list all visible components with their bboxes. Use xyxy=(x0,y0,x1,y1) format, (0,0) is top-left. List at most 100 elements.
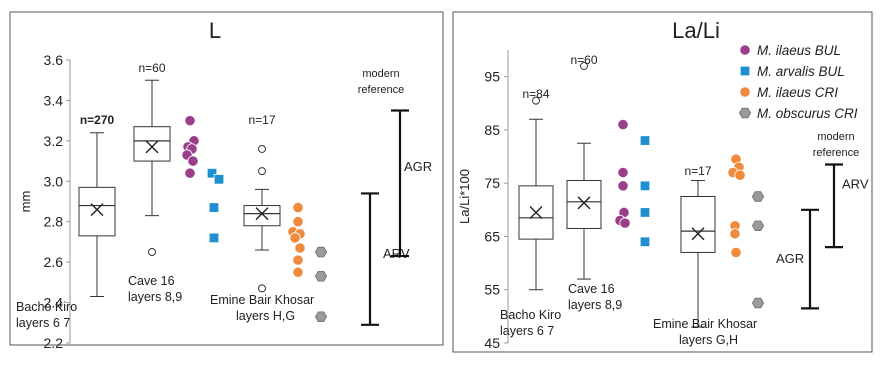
box-group-label-LaLi: layers G,H xyxy=(679,333,738,347)
data-point-LaLi xyxy=(751,220,765,232)
data-point-L xyxy=(208,232,220,244)
box-outlier-L xyxy=(258,167,266,176)
legend-label: M. arvalis BUL xyxy=(757,64,845,79)
y-tick-label-L: 2.2 xyxy=(44,335,64,351)
range-label-L: ARV xyxy=(383,246,410,261)
y-tick-label-LaLi: 85 xyxy=(484,122,500,138)
legend-marker xyxy=(739,86,751,98)
y-tick-label-LaLi: 65 xyxy=(484,228,500,244)
box-rect-LaLi xyxy=(566,180,602,229)
box-outlier-L xyxy=(148,248,156,257)
box-mean-marker-L xyxy=(255,207,269,221)
panel-frame-L xyxy=(9,11,444,346)
box-group-label-LaLi: layers 6 7 xyxy=(500,324,554,338)
box-rect-L xyxy=(78,186,116,237)
data-point-LaLi xyxy=(729,228,741,240)
box-group-label-LaLi: layers 8,9 xyxy=(568,298,622,312)
data-point-LaLi xyxy=(639,207,651,218)
box-outlier-L xyxy=(258,144,266,153)
chart-title-LaLi: La/Li xyxy=(672,18,720,43)
chart-title-L: L xyxy=(209,18,221,43)
data-point-LaLi xyxy=(751,191,765,202)
y-axis-label-LaLi: La/Li*100 xyxy=(457,169,472,224)
reference-label-L: reference xyxy=(358,84,404,96)
box-group-label-L: layers 8,9 xyxy=(128,290,182,304)
box-mean-marker-LaLi xyxy=(691,227,705,241)
data-point-LaLi xyxy=(617,180,629,192)
box-mean-marker-L xyxy=(145,140,159,154)
data-point-LaLi xyxy=(619,217,631,229)
data-point-L xyxy=(213,174,225,185)
box-group-label-LaLi: Cave 16 xyxy=(568,282,615,296)
box-group-label-L: Bacho Kiro xyxy=(16,300,77,314)
box-rect-LaLi xyxy=(680,196,716,253)
y-tick-label-L: 3.4 xyxy=(44,92,64,108)
data-point-L xyxy=(208,202,220,213)
box-mean-marker-LaLi xyxy=(529,205,543,219)
data-point-L xyxy=(187,155,199,167)
legend-marker xyxy=(738,107,752,119)
box-mean-marker-L xyxy=(90,203,104,217)
data-point-L xyxy=(292,201,304,214)
y-tick-label-LaLi: 95 xyxy=(484,69,500,85)
box-n-label-L: n=270 xyxy=(80,113,115,127)
data-point-L xyxy=(314,246,328,258)
box-n-label-LaLi: n=84 xyxy=(522,87,549,101)
panel-frame-LaLi xyxy=(452,11,873,353)
y-tick-label-LaLi: 75 xyxy=(484,175,500,191)
y-tick-label-L: 2.6 xyxy=(44,254,64,270)
box-group-label-L: Cave 16 xyxy=(128,274,175,288)
data-point-L xyxy=(294,242,306,254)
reference-label-LaLi: reference xyxy=(813,147,859,159)
range-label-LaLi: ARV xyxy=(842,177,869,192)
data-point-LaLi xyxy=(639,135,651,146)
data-point-L xyxy=(314,311,328,323)
data-point-L xyxy=(206,167,218,179)
legend-label: M. ilaeus BUL xyxy=(757,43,841,58)
box-group-label-LaLi: Bacho Kiro xyxy=(500,308,561,322)
box-rect-L xyxy=(243,205,281,227)
box-outlier-L xyxy=(258,284,266,293)
box-group-label-LaLi: Emine Bair Khosar xyxy=(653,317,757,331)
data-point-LaLi xyxy=(730,246,742,259)
data-point-LaLi xyxy=(617,166,629,179)
reference-label-LaLi: modern xyxy=(817,131,854,143)
box-n-label-L: n=17 xyxy=(248,113,275,127)
data-point-LaLi xyxy=(639,236,651,247)
box-group-label-L: layers H,G xyxy=(236,309,295,323)
legend-marker xyxy=(739,65,751,77)
box-n-label-L: n=60 xyxy=(138,61,165,75)
legend-label: M. ilaeus CRI xyxy=(757,85,838,100)
box-outlier-LaLi xyxy=(532,96,540,105)
data-point-L xyxy=(289,232,301,244)
box-outlier-LaLi xyxy=(580,61,588,70)
data-point-LaLi xyxy=(617,118,629,131)
y-tick-label-L: 3.0 xyxy=(44,173,64,189)
y-axis-label-L: mm xyxy=(18,191,33,213)
data-point-L xyxy=(184,115,196,127)
reference-label-L: modern xyxy=(362,68,399,80)
y-tick-label-LaLi: 55 xyxy=(484,282,500,298)
box-group-label-L: layers 6 7 xyxy=(16,316,70,330)
data-point-L xyxy=(292,216,304,228)
y-tick-label-L: 2.8 xyxy=(44,214,64,230)
box-group-label-L: Emine Bair Khosar xyxy=(210,293,314,307)
legend-marker xyxy=(739,44,751,56)
data-point-LaLi xyxy=(639,180,651,192)
data-point-L xyxy=(292,266,304,278)
y-tick-label-L: 3.6 xyxy=(44,52,64,68)
box-n-label-LaLi: n=60 xyxy=(570,53,597,67)
legend-label: M. obscurus CRI xyxy=(757,106,858,121)
y-tick-label-LaLi: 45 xyxy=(484,335,500,351)
data-point-L xyxy=(314,270,328,282)
data-point-LaLi xyxy=(734,169,746,181)
range-label-L: AGR xyxy=(404,159,432,174)
data-point-LaLi xyxy=(751,297,765,309)
box-rect-L xyxy=(133,126,171,162)
box-n-label-LaLi: n=17 xyxy=(684,164,711,178)
box-mean-marker-LaLi xyxy=(577,196,591,210)
range-label-LaLi: AGR xyxy=(776,251,804,266)
y-tick-label-L: 2.4 xyxy=(44,295,64,311)
